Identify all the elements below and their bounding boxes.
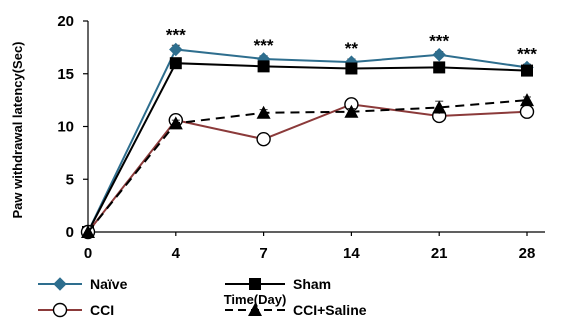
y-tick-label: 15: [57, 66, 74, 83]
x-axis-title: Time(Day): [224, 292, 287, 307]
square-marker: [433, 61, 446, 74]
triangle-marker: [248, 303, 262, 316]
significance-label: **: [345, 39, 359, 58]
series-cci-saline: [81, 93, 534, 238]
legend-item: CCI: [38, 302, 114, 318]
circle-marker: [256, 131, 271, 147]
series-layer: [80, 42, 535, 240]
y-axis-ticks: 0 5 10 15 20: [57, 13, 88, 241]
square-marker: [257, 60, 270, 73]
square-marker: [249, 278, 261, 290]
series-sham: [82, 57, 533, 238]
legend-item: Sham: [225, 276, 331, 292]
legend-label: Sham: [293, 276, 331, 292]
y-tick-label: 5: [66, 171, 74, 188]
significance-annotations: ****** ** ******: [166, 25, 537, 63]
series-line: [87, 48, 528, 233]
x-tick-label: 21: [431, 245, 448, 262]
y-tick-label: 0: [66, 224, 74, 241]
x-tick-label: 28: [519, 245, 536, 262]
series-cci: [80, 97, 535, 240]
significance-label: ***: [429, 32, 449, 51]
triangle-marker: [81, 225, 95, 238]
series-na-ve: [81, 42, 534, 239]
legend-label: CCI+Saline: [293, 302, 367, 318]
legend-item: CCI+Saline: [225, 302, 367, 318]
x-tick-label: 4: [172, 245, 181, 262]
significance-label: ***: [517, 44, 537, 63]
legend-label: CCI: [90, 302, 114, 318]
square-marker: [345, 62, 358, 75]
series-line: [87, 99, 528, 233]
legend-item: Naïve: [38, 276, 128, 292]
legend: Naïve Sham CCI CCI+Saline: [38, 276, 367, 318]
y-tick-label: 20: [57, 13, 74, 30]
y-tick-label: 10: [57, 119, 74, 136]
series-line: [87, 103, 528, 233]
x-tick-label: 0: [84, 245, 92, 262]
diamond-marker: [169, 42, 183, 57]
triangle-marker: [344, 104, 359, 118]
triangle-marker: [168, 116, 183, 130]
significance-label: ***: [166, 25, 186, 44]
significance-label: ***: [254, 36, 274, 55]
triangle-marker: [256, 105, 271, 119]
x-axis-ticks: 0 4 7 14 21 28: [84, 232, 536, 262]
x-tick-label: 14: [343, 245, 360, 262]
square-marker: [521, 64, 533, 77]
y-axis-title: Paw withdrawal latency(Sec): [10, 41, 25, 218]
series-line: [87, 62, 528, 233]
diamond-marker: [53, 277, 67, 291]
diamond-marker: [432, 48, 446, 62]
triangle-marker: [520, 93, 534, 107]
circle-marker: [519, 104, 535, 119]
circle-marker: [52, 302, 68, 318]
x-tick-label: 7: [259, 245, 267, 262]
square-marker: [169, 57, 182, 70]
triangle-marker: [432, 100, 447, 114]
legend-label: Naïve: [90, 276, 128, 292]
